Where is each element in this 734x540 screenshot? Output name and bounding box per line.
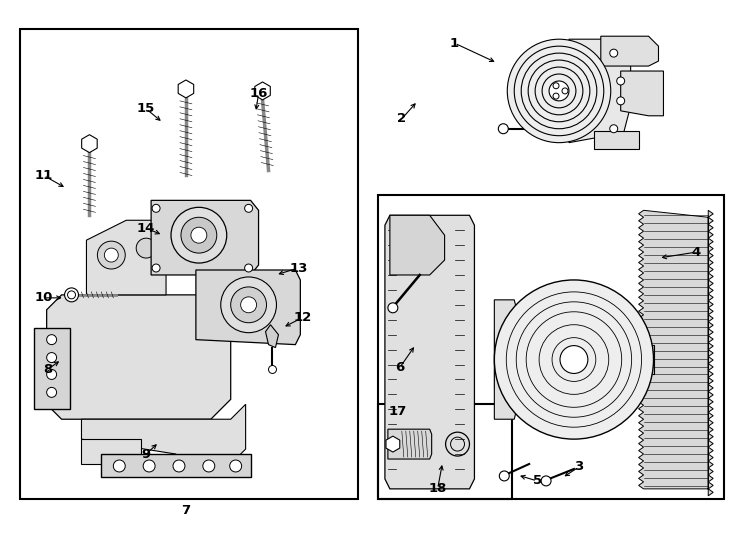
Circle shape xyxy=(191,227,207,243)
Text: 10: 10 xyxy=(34,292,53,305)
Circle shape xyxy=(494,280,653,439)
Circle shape xyxy=(549,81,569,101)
Polygon shape xyxy=(644,345,653,374)
Circle shape xyxy=(507,39,611,143)
Circle shape xyxy=(560,346,588,374)
Circle shape xyxy=(203,460,215,472)
Polygon shape xyxy=(494,300,519,419)
Circle shape xyxy=(47,353,57,362)
Circle shape xyxy=(562,88,568,94)
Text: 5: 5 xyxy=(533,475,542,488)
Circle shape xyxy=(65,288,79,302)
Circle shape xyxy=(47,387,57,397)
Polygon shape xyxy=(87,220,166,295)
Text: 8: 8 xyxy=(43,363,52,376)
Text: 6: 6 xyxy=(395,361,404,374)
Polygon shape xyxy=(81,404,246,464)
Text: 14: 14 xyxy=(137,222,156,235)
Text: 3: 3 xyxy=(574,461,584,474)
Polygon shape xyxy=(196,270,300,345)
Text: 18: 18 xyxy=(429,482,447,495)
Circle shape xyxy=(553,93,559,99)
Circle shape xyxy=(244,204,252,212)
Circle shape xyxy=(617,77,625,85)
Polygon shape xyxy=(255,82,270,100)
Polygon shape xyxy=(385,215,474,489)
Text: 9: 9 xyxy=(142,448,150,461)
Circle shape xyxy=(498,124,508,134)
Circle shape xyxy=(388,303,398,313)
Polygon shape xyxy=(81,439,141,464)
Polygon shape xyxy=(101,454,250,477)
Circle shape xyxy=(221,277,277,333)
Bar xyxy=(378,404,512,499)
Circle shape xyxy=(230,460,241,472)
Circle shape xyxy=(47,335,57,345)
Circle shape xyxy=(173,460,185,472)
Circle shape xyxy=(47,369,57,380)
Circle shape xyxy=(98,241,126,269)
Text: 11: 11 xyxy=(34,169,53,182)
Polygon shape xyxy=(621,71,664,116)
Polygon shape xyxy=(594,131,639,149)
Polygon shape xyxy=(47,295,230,419)
Bar xyxy=(20,29,358,499)
Bar xyxy=(378,195,724,499)
Polygon shape xyxy=(34,328,70,409)
Circle shape xyxy=(499,471,509,481)
Circle shape xyxy=(181,217,217,253)
Polygon shape xyxy=(151,200,258,275)
Text: 16: 16 xyxy=(250,87,268,100)
Circle shape xyxy=(541,476,551,486)
Polygon shape xyxy=(569,39,631,143)
Polygon shape xyxy=(81,134,97,153)
Circle shape xyxy=(68,291,76,299)
Circle shape xyxy=(104,248,118,262)
Text: 13: 13 xyxy=(289,261,308,274)
Circle shape xyxy=(230,287,266,323)
Polygon shape xyxy=(178,80,194,98)
Circle shape xyxy=(113,460,126,472)
Polygon shape xyxy=(388,429,432,459)
Circle shape xyxy=(553,83,559,89)
Text: 12: 12 xyxy=(293,311,311,324)
Circle shape xyxy=(241,297,257,313)
Text: 17: 17 xyxy=(389,405,407,418)
Text: 4: 4 xyxy=(691,246,701,259)
Polygon shape xyxy=(639,210,713,496)
Text: 1: 1 xyxy=(450,37,459,50)
Circle shape xyxy=(610,49,618,57)
Circle shape xyxy=(152,264,160,272)
Circle shape xyxy=(610,125,618,133)
Circle shape xyxy=(269,366,277,374)
Polygon shape xyxy=(390,215,445,275)
Circle shape xyxy=(617,97,625,105)
Polygon shape xyxy=(494,330,554,389)
Circle shape xyxy=(143,460,155,472)
Polygon shape xyxy=(601,36,658,66)
Circle shape xyxy=(244,264,252,272)
Text: 7: 7 xyxy=(181,504,191,517)
Text: 2: 2 xyxy=(397,112,407,125)
Text: 15: 15 xyxy=(137,103,156,116)
Polygon shape xyxy=(266,325,278,348)
Polygon shape xyxy=(386,436,400,452)
Circle shape xyxy=(137,238,156,258)
Circle shape xyxy=(152,204,160,212)
Circle shape xyxy=(171,207,227,263)
